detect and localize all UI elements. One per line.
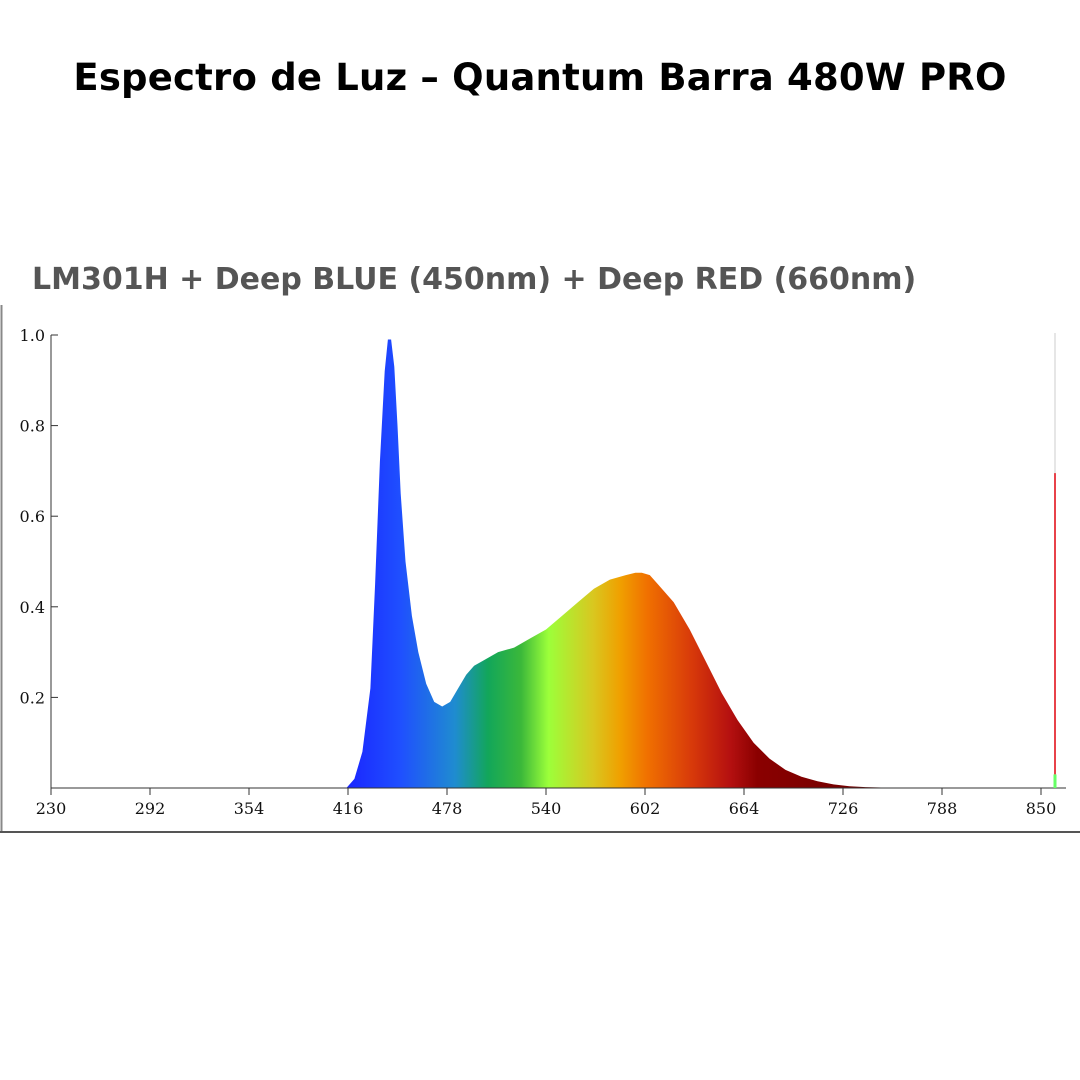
x-tick-label: 850 xyxy=(1026,799,1057,818)
x-tick-label: 354 xyxy=(234,799,265,818)
x-tick-label: 726 xyxy=(828,799,859,818)
spectrum-chart: 230 292 354 416 478 540 602 664 726 788 850 0.2 0.4 0… xyxy=(0,305,1080,833)
x-tick-label: 292 xyxy=(135,799,166,818)
x-tick-label: 664 xyxy=(729,799,760,818)
x-tick-label: 788 xyxy=(927,799,958,818)
x-tick-label: 416 xyxy=(333,799,364,818)
page-title: Espectro de Luz – Quantum Barra 480W PRO xyxy=(73,56,1007,99)
y-tick-label: 1.0 xyxy=(20,326,45,345)
x-tick-label: 602 xyxy=(630,799,661,818)
x-tick-label: 540 xyxy=(531,799,562,818)
chart-title: LM301H + Deep BLUE (450nm) + Deep RED (6… xyxy=(32,262,917,297)
y-tick-label: 0.2 xyxy=(20,688,45,707)
spectrum-area xyxy=(346,339,906,788)
x-tick-label: 478 xyxy=(432,799,463,818)
y-tick-label: 0.4 xyxy=(20,598,45,617)
y-tick-label: 0.6 xyxy=(20,507,45,526)
x-tick-label: 230 xyxy=(36,799,67,818)
y-tick-label: 0.8 xyxy=(20,417,45,436)
